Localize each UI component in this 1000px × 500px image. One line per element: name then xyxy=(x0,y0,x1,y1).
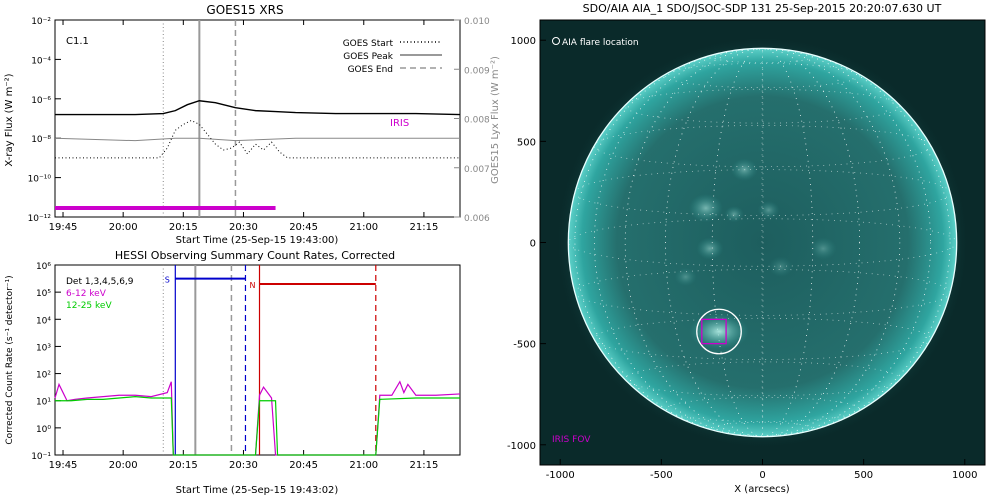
solar-limb xyxy=(567,47,958,438)
active-region xyxy=(730,158,758,181)
active-region xyxy=(696,237,724,260)
aia-legend-label: AIA flare location xyxy=(562,38,639,48)
longitude-line xyxy=(761,47,764,438)
aia-x-tick-label: 0 xyxy=(759,470,765,481)
goes-series-lyx xyxy=(54,137,460,142)
goes-legend-label: GOES Peak xyxy=(343,52,393,62)
longitude-line xyxy=(665,47,860,438)
solar-disk xyxy=(568,48,957,437)
goes-y2-tick-label: 0.010 xyxy=(464,17,490,27)
hessi-x-tick-label: 20:00 xyxy=(109,460,138,471)
active-region xyxy=(809,237,837,260)
goes-xrs-chart: GOES15 XRS 19:45 20:00 20:15 20:30 20:45 21:0… xyxy=(4,3,500,246)
aia-xlabel: X (arcsecs) xyxy=(734,484,790,495)
latitude-line xyxy=(624,88,901,124)
hessi-x-tick-label: 21:00 xyxy=(349,460,378,471)
goes-y-tick-label: 10⁻⁸ xyxy=(31,135,51,145)
goes-iris-label: IRIS xyxy=(390,118,409,129)
goes-legend-label: GOES Start xyxy=(343,39,394,49)
hessi-series-12-25-kev xyxy=(55,396,460,456)
goes-x-tick-label: 20:00 xyxy=(109,222,138,233)
latitude-line xyxy=(665,63,860,89)
active-region xyxy=(688,193,723,223)
hessi-legend-label: 6-12 keV xyxy=(66,289,107,299)
goes-legend-label: GOES End xyxy=(348,65,393,75)
hessi-y-tick-label: 10⁴ xyxy=(36,316,51,326)
goes-y2-tick-label: 0.006 xyxy=(464,214,490,224)
latitude-line xyxy=(624,361,901,397)
goes-x-tick-label: 20:30 xyxy=(229,222,258,233)
goes-x-tick-label: 21:00 xyxy=(349,222,378,233)
aia-y-tick-label: 1000 xyxy=(511,36,536,47)
flare-bright-region xyxy=(689,313,750,350)
goes-y2-tick-label: 0.007 xyxy=(464,165,490,175)
aia-x-tick-label: -500 xyxy=(650,470,673,481)
aia-solar-image: SDO/AIA AIA_1 SDO/JSOC-SDP 131 25-Sep-20… xyxy=(507,2,986,495)
goes-series-long xyxy=(55,100,461,116)
goes-y2-tick-label: 0.009 xyxy=(464,66,490,76)
goes-y-tick-label: 10⁻¹² xyxy=(28,214,52,224)
aia-iris-label: IRIS FOV xyxy=(552,435,591,445)
saa-marker: S xyxy=(165,276,170,285)
night-marker: N xyxy=(250,281,256,290)
hessi-legend-label: 12-25 keV xyxy=(66,301,112,311)
active-region xyxy=(757,201,780,220)
aia-y-tick-label: -500 xyxy=(513,340,536,351)
hessi-x-tick-label: 20:30 xyxy=(229,460,258,471)
latitude-line xyxy=(711,421,814,436)
longitude-line xyxy=(624,47,901,438)
hessi-x-tick-label: 20:45 xyxy=(289,460,318,471)
hessi-x-tick-label: 21:15 xyxy=(409,460,438,471)
hessi-title: HESSI Observing Summary Count Rates, Cor… xyxy=(115,250,395,262)
goes-annotation: C1.1 xyxy=(66,36,89,47)
goes-y-tick-label: 10⁻² xyxy=(31,17,51,27)
aia-x-tick-label: 500 xyxy=(854,470,873,481)
active-region xyxy=(724,206,744,223)
hessi-count-rate-chart: HESSI Observing Summary Count Rates, Cor… xyxy=(5,250,461,496)
goes-x-tick-label: 19:45 xyxy=(49,222,78,233)
hessi-y-tick-label: 10⁻¹ xyxy=(31,452,51,462)
aia-x-tick-label: -1000 xyxy=(546,470,575,481)
aia-y-tick-label: -1000 xyxy=(507,441,536,452)
goes-title: GOES15 XRS xyxy=(206,3,283,17)
goes-xlabel: Start Time (25-Sep-15 19:43:00) xyxy=(176,235,339,246)
hessi-y-tick-label: 10¹ xyxy=(36,398,51,408)
hessi-x-tick-label: 19:45 xyxy=(49,460,78,471)
goes-ylabel: X-ray Flux (W m⁻²) xyxy=(4,73,15,166)
hessi-ylabel: Corrected Count Rate (s⁻¹ detector⁻¹) xyxy=(5,275,15,444)
hessi-legend-label: Det 1,3,4,5,6,9 xyxy=(66,277,134,287)
aia-x-tick-label: 1000 xyxy=(952,470,977,481)
aia-legend-circle-icon xyxy=(552,37,560,45)
goes-y2label: GOES15 Lyx Flux (W m⁻²) xyxy=(490,56,500,184)
goes-y2-tick-label: 0.008 xyxy=(464,116,490,126)
hessi-y-tick-label: 10³ xyxy=(36,343,51,353)
aia-title: SDO/AIA AIA_1 SDO/JSOC-SDP 131 25-Sep-20… xyxy=(583,2,942,15)
hessi-y-tick-label: 10⁵ xyxy=(36,289,51,299)
latitude-line xyxy=(711,49,814,64)
goes-x-tick-label: 20:15 xyxy=(169,222,198,233)
hessi-series-6-12-kev xyxy=(54,380,461,456)
hessi-xlabel: Start Time (25-Sep-15 19:43:02) xyxy=(176,485,339,496)
iris-fov-box xyxy=(701,318,727,345)
active-region xyxy=(768,256,793,277)
flare-location-circle xyxy=(696,308,742,355)
hessi-x-tick-label: 20:15 xyxy=(169,460,198,471)
aia-y-tick-label: 500 xyxy=(517,137,536,148)
hessi-y-tick-label: 10² xyxy=(36,371,51,381)
goes-series-short xyxy=(55,119,460,159)
goes-x-tick-label: 21:15 xyxy=(409,222,438,233)
aia-y-tick-label: 0 xyxy=(530,239,536,250)
active-region xyxy=(674,267,697,286)
goes-x-tick-label: 20:45 xyxy=(289,222,318,233)
hessi-y-tick-label: 10⁰ xyxy=(36,425,51,435)
goes-y-tick-label: 10⁻⁶ xyxy=(31,96,51,106)
goes-y-tick-label: 10⁻¹⁰ xyxy=(28,175,52,185)
hessi-plot-frame xyxy=(54,264,461,456)
goes-y-tick-label: 10⁻⁴ xyxy=(31,56,51,66)
hessi-y-tick-label: 10⁶ xyxy=(36,262,51,272)
